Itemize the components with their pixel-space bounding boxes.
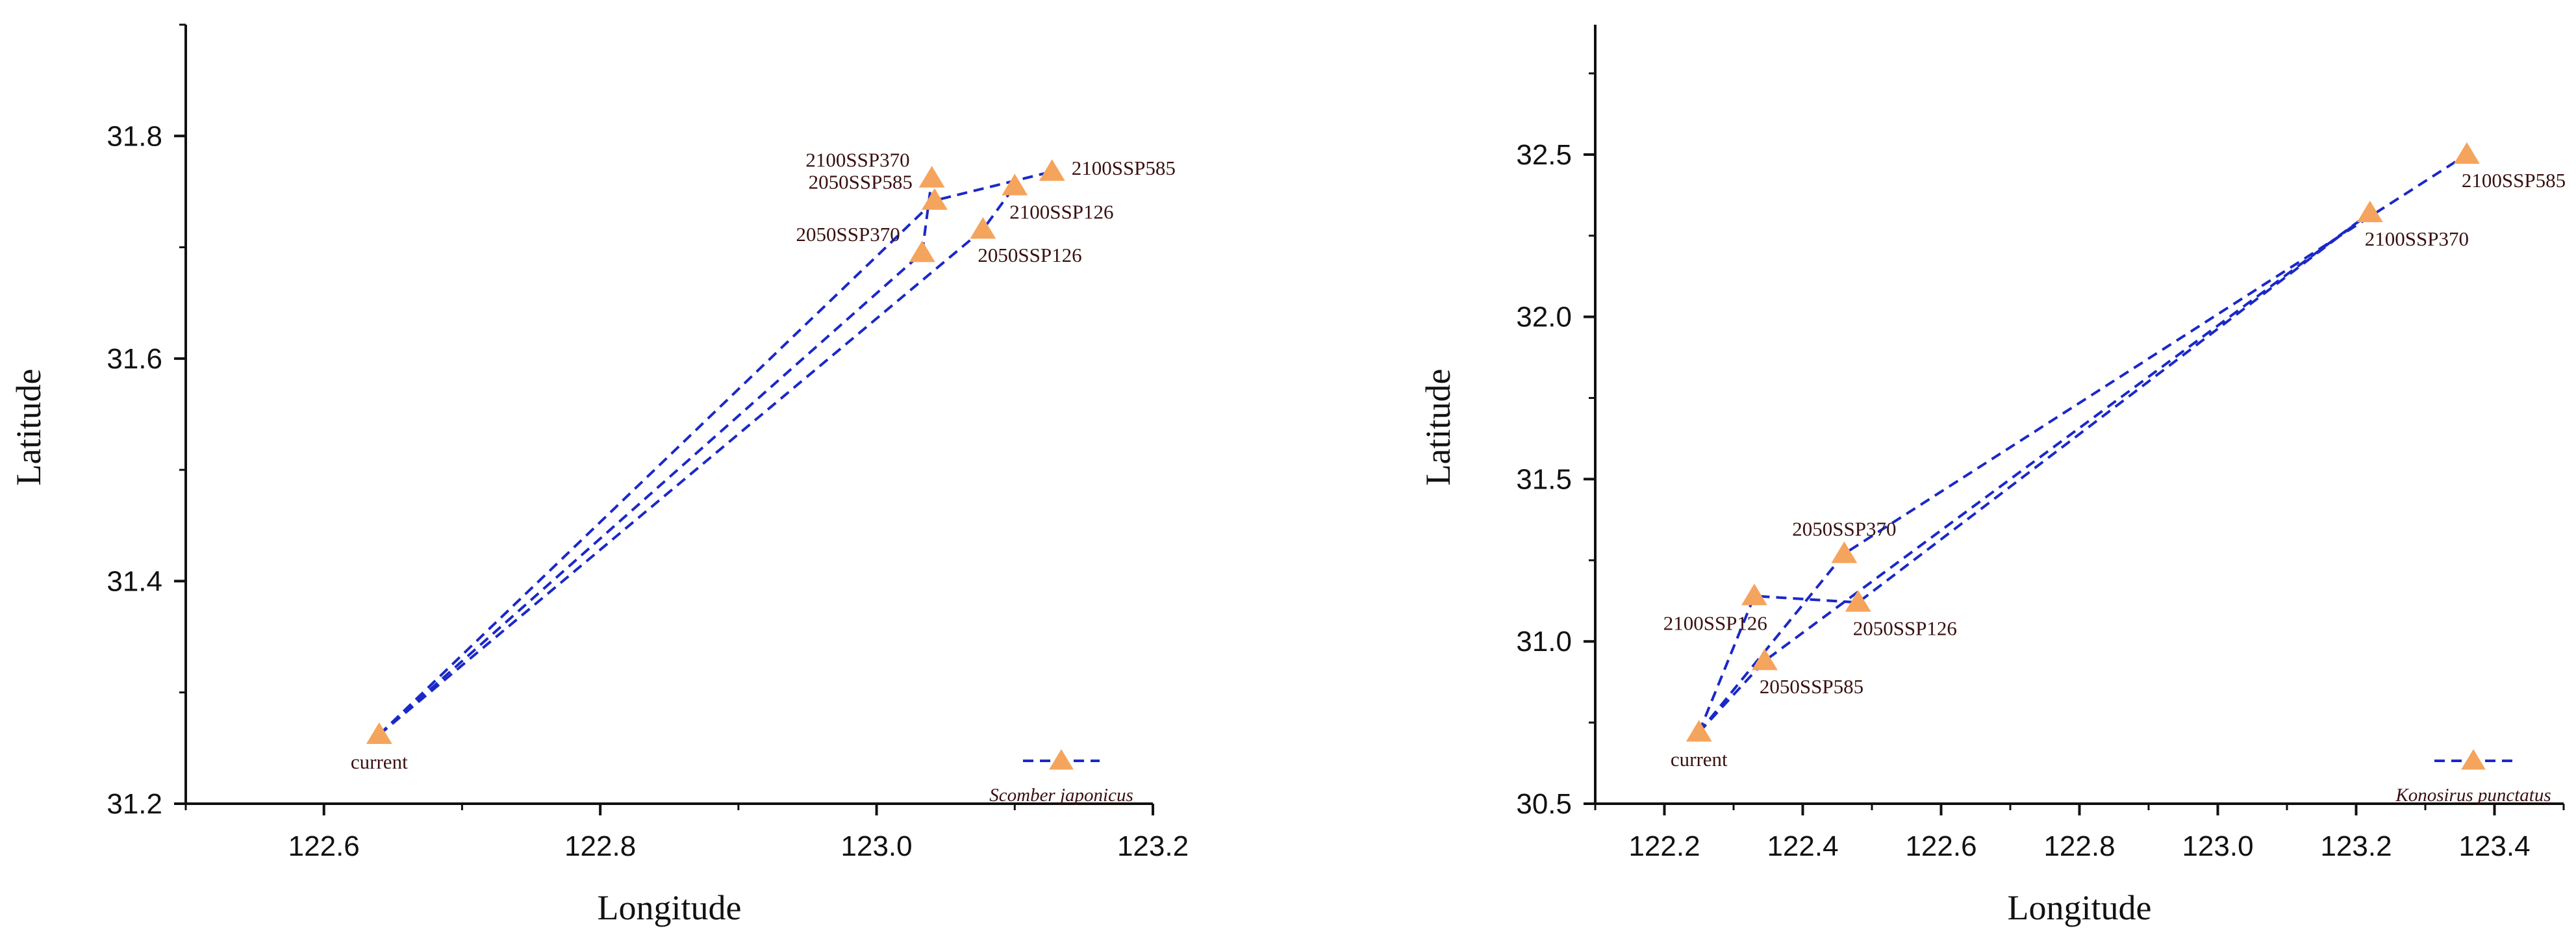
point-marker-2100ssp585 xyxy=(1039,159,1065,181)
point-marker-2050ssp126 xyxy=(970,217,996,239)
point-marker-2050ssp370 xyxy=(909,240,935,262)
point-label-2100ssp126: 2100SSP126 xyxy=(1663,611,1767,634)
point-label-current: current xyxy=(1671,748,1728,771)
x-axis-title: Longitude xyxy=(2008,888,2152,927)
y-tick-label: 32.5 xyxy=(1516,139,1572,171)
point-marker-2100ssp370 xyxy=(918,166,945,188)
point-marker-2050ssp585 xyxy=(921,188,948,210)
y-tick-label: 30.5 xyxy=(1516,788,1572,820)
point-label-2050ssp126: 2050SSP126 xyxy=(978,244,1081,266)
point-label-2050ssp370: 2050SSP370 xyxy=(1792,517,1896,540)
point-label-2050ssp585: 2050SSP585 xyxy=(809,171,913,194)
point-marker-2100ssp370 xyxy=(2356,200,2383,223)
point-label-2050ssp370: 2050SSP370 xyxy=(796,223,900,246)
x-tick-label: 122.6 xyxy=(288,830,360,862)
x-tick-label: 123.4 xyxy=(2458,830,2530,862)
y-tick-label: 31.5 xyxy=(1516,463,1572,495)
legend-marker xyxy=(2461,749,2486,770)
point-label-2100ssp370: 2100SSP370 xyxy=(805,148,909,171)
x-axis-title: Longitude xyxy=(598,888,742,927)
point-marker-2050ssp126 xyxy=(1845,590,1871,612)
point-marker-2100ssp126 xyxy=(1002,173,1028,196)
legend-marker xyxy=(1049,749,1074,770)
point-marker-current xyxy=(366,722,392,745)
x-tick-label: 123.2 xyxy=(2320,830,2392,862)
x-tick-label: 122.6 xyxy=(1905,830,1976,862)
trajectory-path-1 xyxy=(378,178,933,736)
trajectory-path-3 xyxy=(1698,212,2371,734)
point-label-current: current xyxy=(351,750,408,773)
point-label-2050ssp126: 2050SSP126 xyxy=(1853,617,1957,639)
y-tick-label: 31.6 xyxy=(107,343,162,375)
y-tick-label: 31.8 xyxy=(107,120,162,152)
x-tick-label: 123.2 xyxy=(1117,830,1189,862)
trajectory-path-3 xyxy=(378,185,1016,736)
point-marker-2100ssp126 xyxy=(1741,583,1767,606)
point-label-2100ssp585: 2100SSP585 xyxy=(1072,157,1176,179)
point-marker-2100ssp585 xyxy=(2453,142,2480,164)
point-label-2100ssp126: 2100SSP126 xyxy=(1009,200,1113,223)
x-tick-label: 123.0 xyxy=(2182,830,2253,862)
point-marker-2050ssp370 xyxy=(1831,541,1858,563)
x-tick-label: 122.8 xyxy=(564,830,636,862)
point-label-2100ssp585: 2100SSP585 xyxy=(2462,169,2566,192)
point-label-2050ssp585: 2050SSP585 xyxy=(1760,675,1863,698)
y-tick-label: 32.0 xyxy=(1516,301,1572,333)
y-tick-label: 31.0 xyxy=(1516,626,1572,658)
point-marker-current xyxy=(1686,720,1712,742)
trajectory-path-2 xyxy=(1698,153,2468,734)
legend-label: Scomber japonicus xyxy=(989,785,1133,806)
x-tick-label: 122.2 xyxy=(1628,830,1700,862)
trajectory-path-1 xyxy=(1697,212,2371,733)
y-axis-title: Latitude xyxy=(9,369,48,486)
chart-panel-2: 122.2 122.4 122.6 122.8 123.0 123.2 123.4 30.5 3… xyxy=(1419,25,2566,927)
legend-label: Konosirus punctatus xyxy=(2395,785,2551,806)
y-tick-label: 31.4 xyxy=(107,565,162,597)
point-marker-2050ssp585 xyxy=(1751,648,1778,671)
point-label-2100ssp370: 2100SSP370 xyxy=(2365,227,2469,250)
y-axis-title: Latitude xyxy=(1419,369,1458,486)
chart-panel-1: 122.6 122.8 123.0 123.2 31.2 31.4 31.6 31.8 Long… xyxy=(9,23,1189,927)
x-tick-label: 122.4 xyxy=(1767,830,1838,862)
x-tick-label: 123.0 xyxy=(841,830,913,862)
y-tick-label: 31.2 xyxy=(107,788,162,820)
x-tick-label: 122.8 xyxy=(2043,830,2115,862)
